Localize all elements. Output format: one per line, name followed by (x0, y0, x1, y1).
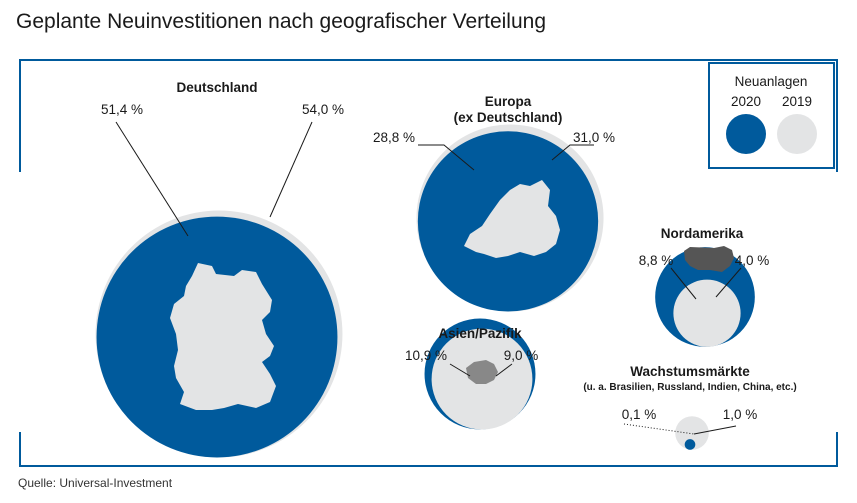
usa-map-icon (684, 246, 734, 272)
chart-title: Geplante Neuinvestitionen nach geografis… (16, 10, 547, 33)
circles-layer (95, 124, 755, 458)
legend-swatch-2019 (777, 114, 817, 154)
legend-box (708, 62, 835, 169)
frame-top (19, 59, 838, 172)
value-label-nordamerika-2020: 8,8 % (639, 253, 674, 268)
asia-map-icon (466, 360, 498, 384)
value-label-deutschland-2020: 51,4 % (101, 102, 143, 117)
leader-na-2020 (670, 267, 697, 300)
value-label-deutschland-2019: 54,0 % (302, 102, 344, 117)
circle-em-2019 (675, 416, 709, 450)
leader-eu-2019 (551, 144, 594, 161)
legend-title: Neuanlagen (735, 74, 808, 89)
region-title-asien-pazifik: Asien/Pazifik (438, 326, 522, 341)
legend: Neuanlagen 2020 2019 (708, 62, 835, 169)
legend-swatch-2020 (726, 114, 766, 154)
leader-ap-2019 (495, 363, 513, 377)
region-title-europa: Europa (485, 94, 532, 109)
leader-de-2020 (115, 121, 189, 237)
value-label-asien-pazifik-2020: 10,9 % (405, 348, 447, 363)
europe-map-icon (464, 180, 560, 258)
region-subtitle-wachstumsmaerkte: (u. a. Brasilien, Russland, Indien, Chin… (583, 382, 796, 393)
circle-na-2019 (673, 279, 741, 347)
frame-bottom (19, 432, 838, 467)
value-label-europa-2019: 31,0 % (573, 130, 615, 145)
region-subtitle-europa: (ex Deutschland) (454, 110, 563, 125)
value-label-europa-2020: 28,8 % (373, 130, 415, 145)
leader-lines (115, 121, 742, 435)
value-label-wachstumsmaerkte-2020: 0,1 % (622, 407, 657, 422)
source-note: Quelle: Universal-Investment (18, 476, 173, 490)
region-title-wachstumsmaerkte: Wachstumsmärkte (630, 364, 750, 379)
value-label-asien-pazifik-2019: 9,0 % (504, 348, 539, 363)
leader-em-2019 (693, 425, 737, 435)
germany-map-icon (170, 263, 276, 410)
leader-na-2019 (715, 267, 742, 298)
leader-ap-2020 (449, 363, 471, 377)
legend-label-2019: 2019 (782, 94, 812, 109)
leader-de-2019 (269, 121, 313, 218)
region-title-nordamerika: Nordamerika (661, 226, 744, 241)
region-title-deutschland: Deutschland (176, 80, 257, 95)
value-label-nordamerika-2019: 4,0 % (735, 253, 770, 268)
value-label-wachstumsmaerkte-2019: 1,0 % (723, 407, 758, 422)
circle-em-2020 (684, 439, 696, 450)
leader-eu-2020 (418, 144, 475, 171)
legend-label-2020: 2020 (731, 94, 761, 109)
